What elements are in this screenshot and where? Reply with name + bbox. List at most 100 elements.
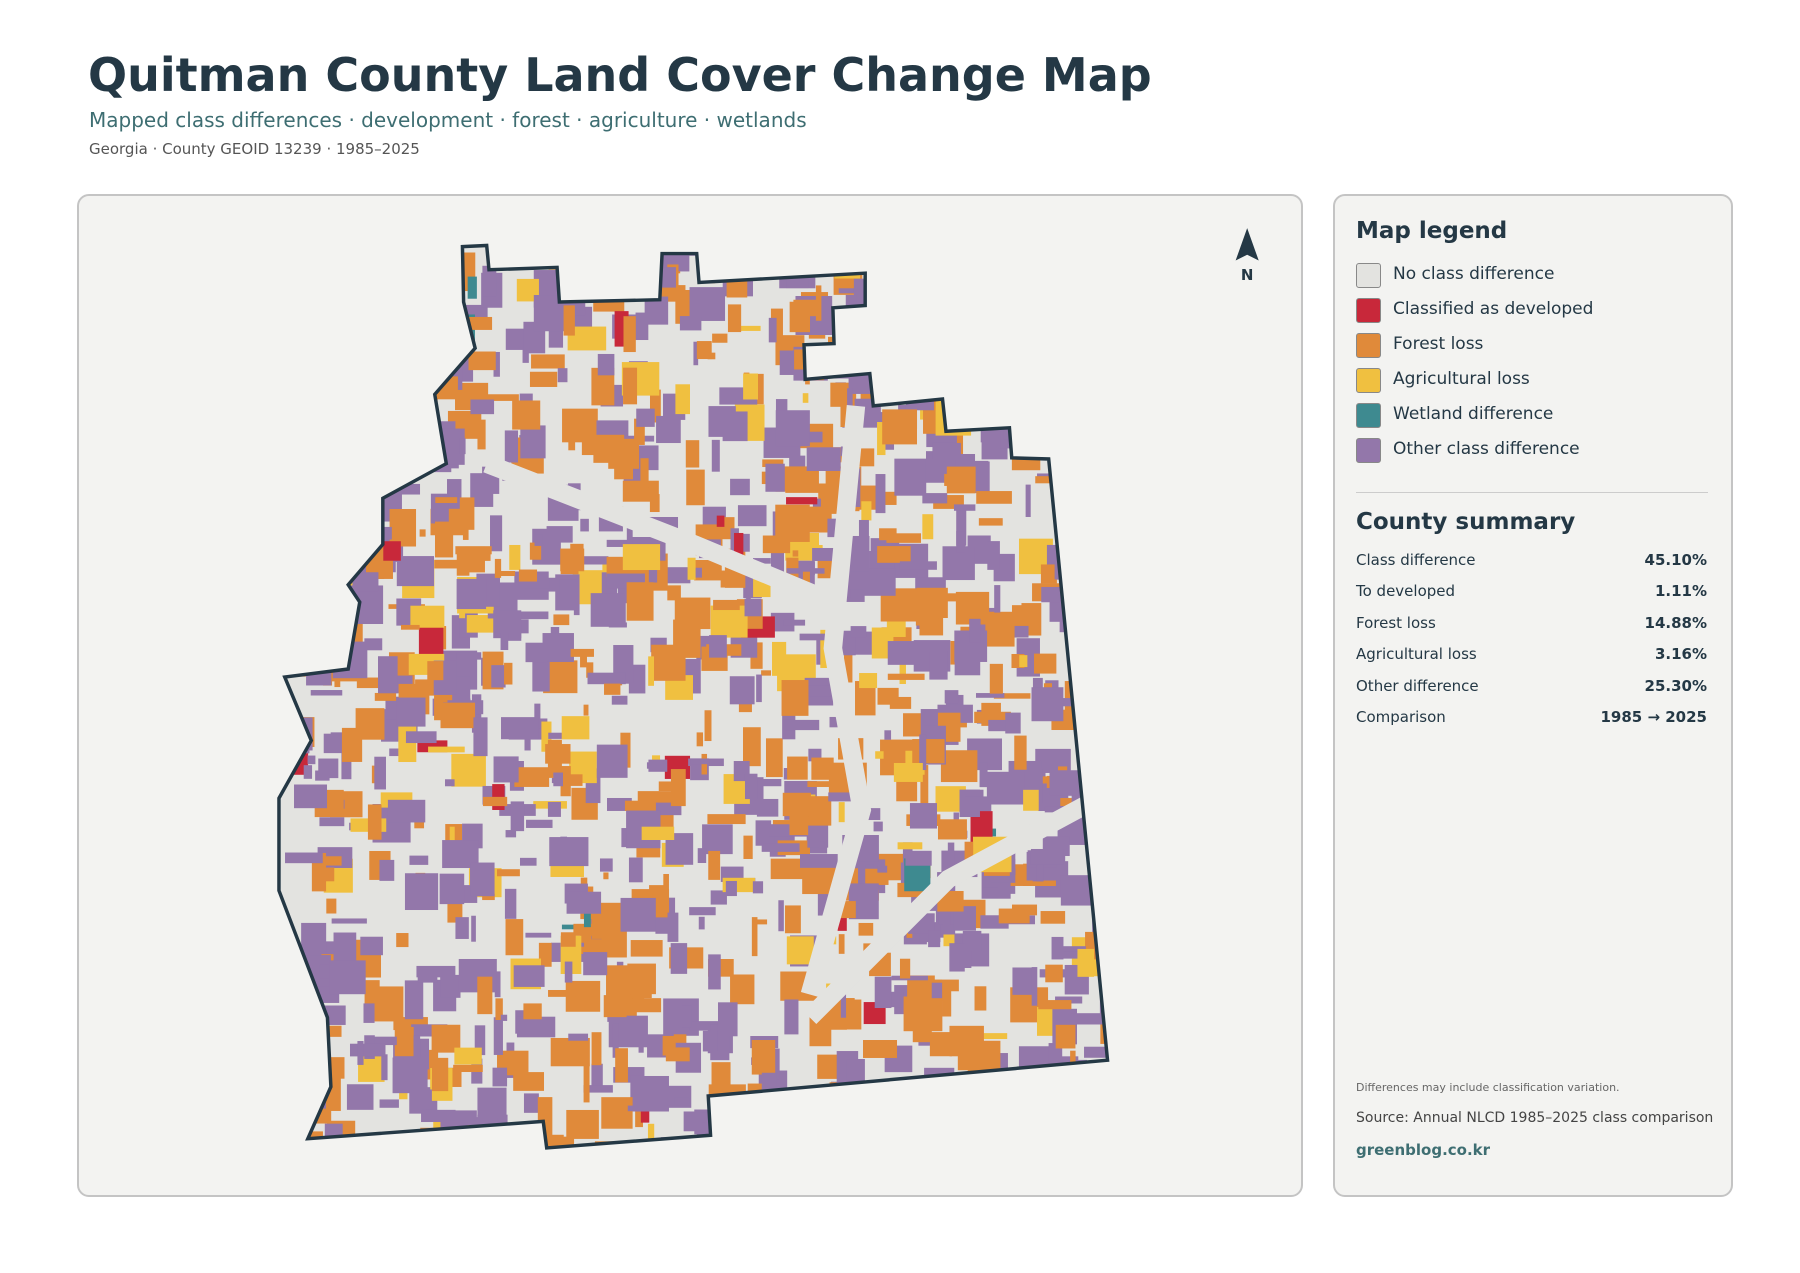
- change-patch: [493, 351, 500, 377]
- change-patch: [924, 383, 945, 391]
- change-patch: [1040, 911, 1066, 924]
- change-patch: [353, 449, 387, 467]
- change-patch: [1104, 316, 1108, 330]
- change-patch: [1073, 495, 1108, 531]
- change-patch: [597, 353, 615, 376]
- change-patch: [786, 568, 825, 574]
- change-patch: [357, 1041, 364, 1065]
- change-patch: [330, 341, 368, 355]
- change-patch: [928, 930, 941, 948]
- change-patch: [840, 983, 847, 1018]
- change-patch: [282, 986, 299, 1002]
- change-patch: [729, 676, 755, 705]
- change-patch: [944, 690, 959, 704]
- change-patch: [942, 981, 952, 1017]
- change-patch: [593, 296, 625, 312]
- change-patch: [294, 480, 333, 491]
- change-patch: [355, 407, 372, 433]
- change-patch: [861, 501, 872, 521]
- change-patch: [932, 442, 961, 460]
- change-patch: [293, 471, 332, 495]
- change-patch: [756, 798, 779, 817]
- change-patch: [403, 408, 425, 426]
- change-patch: [624, 800, 656, 812]
- change-patch: [292, 1086, 308, 1107]
- summary-label: To developed: [1356, 582, 1456, 601]
- summary-label: Forest loss: [1356, 613, 1436, 632]
- change-patch: [955, 289, 977, 328]
- change-patch: [497, 869, 520, 877]
- change-patch: [369, 1036, 397, 1046]
- stream-corridor: [483, 454, 837, 611]
- change-patch: [858, 922, 874, 936]
- change-patch: [994, 585, 1001, 613]
- change-patch: [828, 792, 868, 802]
- change-patch: [451, 753, 486, 787]
- change-patch: [1069, 603, 1088, 617]
- change-patch: [1104, 480, 1108, 498]
- change-patch: [874, 1132, 884, 1148]
- change-patch: [359, 303, 392, 310]
- change-patch: [381, 320, 403, 334]
- change-patch: [509, 544, 521, 570]
- change-patch: [964, 789, 984, 797]
- change-patch: [435, 497, 458, 504]
- change-patch: [1027, 1067, 1047, 1095]
- change-patch: [717, 1002, 738, 1037]
- change-patch: [456, 652, 482, 660]
- change-patch: [1090, 523, 1108, 551]
- change-patch: [417, 740, 448, 753]
- county-outline: [277, 243, 1110, 1150]
- change-patch: [583, 952, 608, 976]
- change-patch: [330, 556, 355, 564]
- change-patch: [853, 278, 888, 317]
- change-patch: [630, 940, 663, 957]
- change-patch: [459, 438, 466, 455]
- change-patch: [1081, 590, 1100, 601]
- change-patch: [838, 934, 845, 954]
- change-patch: [430, 1140, 451, 1148]
- change-patch: [638, 1035, 644, 1053]
- change-patch: [953, 906, 976, 931]
- change-patch: [523, 1093, 539, 1113]
- change-patch: [725, 880, 737, 897]
- change-patch: [1083, 297, 1097, 314]
- change-patch: [693, 341, 699, 366]
- change-patch: [482, 265, 497, 297]
- change-patch: [364, 638, 383, 651]
- change-patch: [903, 713, 922, 737]
- stream-corridor: [803, 790, 1103, 1025]
- change-patch: [1104, 817, 1108, 856]
- change-patch: [477, 976, 493, 1015]
- change-patch: [447, 410, 482, 429]
- change-patch: [710, 890, 727, 905]
- change-patch: [419, 425, 437, 444]
- change-patch: [1066, 527, 1102, 542]
- change-patch: [293, 439, 307, 476]
- change-patch: [336, 343, 356, 360]
- change-patch: [321, 526, 360, 554]
- change-patch: [343, 1146, 363, 1148]
- change-patch: [305, 383, 322, 396]
- change-patch: [768, 317, 777, 343]
- change-patch: [590, 593, 626, 627]
- change-patch: [534, 703, 541, 729]
- change-patch: [943, 934, 962, 947]
- change-patch: [454, 316, 493, 330]
- change-patch: [294, 348, 312, 361]
- change-patch: [586, 662, 594, 678]
- change-patch: [523, 1003, 542, 1020]
- change-patch: [876, 286, 899, 292]
- change-patch: [960, 1112, 980, 1148]
- change-patch: [470, 399, 495, 415]
- change-patch: [338, 1144, 347, 1148]
- change-patch: [346, 1084, 374, 1110]
- change-patch: [848, 365, 883, 394]
- change-patch: [360, 936, 383, 956]
- change-patch: [396, 556, 435, 587]
- change-patch: [477, 1087, 507, 1117]
- subtitle: Mapped class differences · development ·…: [89, 108, 807, 132]
- change-patch: [808, 685, 843, 697]
- change-patch: [641, 826, 675, 840]
- change-patch: [340, 330, 349, 337]
